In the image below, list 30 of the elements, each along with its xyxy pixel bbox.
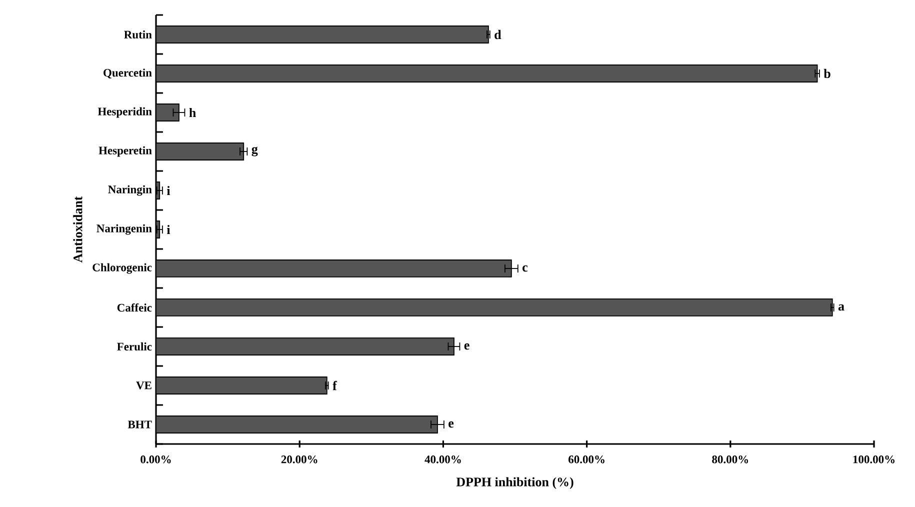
y-tick-label: Rutin <box>124 30 152 39</box>
x-tick-label: 80.00% <box>712 456 748 464</box>
y-tick-label: Quercetin <box>104 68 152 78</box>
y-tick-label: Caffeic <box>117 303 152 312</box>
y-tick-label: Hesperidin <box>98 107 152 118</box>
data-label: e <box>464 343 470 350</box>
data-label: b <box>824 68 830 78</box>
y-tick-label: Hesperetin <box>98 146 152 157</box>
x-tick-label: 100.00% <box>853 456 894 464</box>
data-label: a <box>838 304 844 311</box>
y-tick-label: Ferulic <box>117 342 152 351</box>
y-tick-label: BHT <box>128 420 152 428</box>
y-axis-title: Antioxidant <box>73 196 82 263</box>
data-label: g <box>252 146 258 156</box>
data-label: h <box>189 108 196 117</box>
x-tick-label: 0.00% <box>140 456 171 464</box>
x-tick-label: 60.00% <box>568 456 604 464</box>
data-label: f <box>332 380 337 390</box>
data-label: i <box>166 224 170 234</box>
y-tick-label: Naringenin <box>96 224 152 235</box>
data-label: c <box>522 265 528 272</box>
y-tick-label: VE <box>136 382 152 390</box>
x-tick-label: 40.00% <box>424 456 461 464</box>
y-tick-label: Chlorogenic <box>92 263 152 274</box>
x-axis-title: DPPH inhibition (%) <box>456 477 574 489</box>
y-tick-label: Naringin <box>108 185 152 196</box>
x-tick-label: 20.00% <box>281 456 318 464</box>
data-label: e <box>448 421 454 428</box>
data-label: i <box>166 186 170 195</box>
data-label: d <box>494 30 502 40</box>
